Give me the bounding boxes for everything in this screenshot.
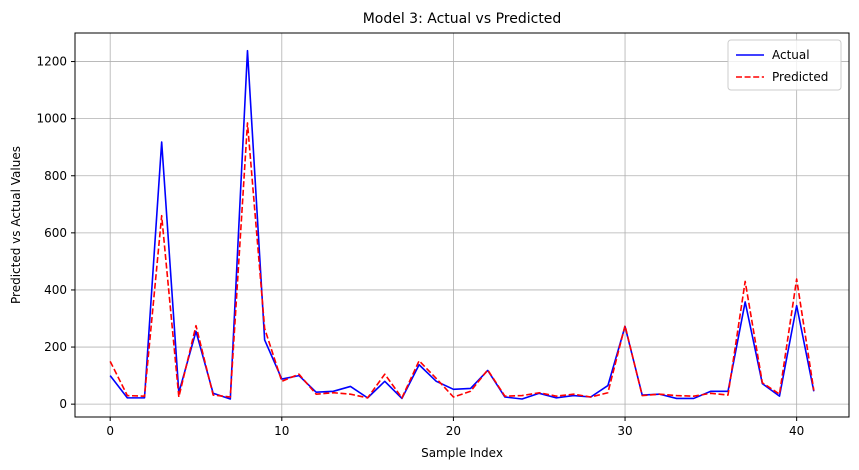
- series-layer: [109, 49, 815, 400]
- y-tick-label: 800: [44, 169, 67, 183]
- series-line-predicted: [109, 122, 815, 399]
- legend-label-predicted: Predicted: [772, 70, 828, 84]
- chart-title: Model 3: Actual vs Predicted: [363, 11, 562, 27]
- y-tick-label: 400: [44, 283, 67, 297]
- x-axis-label: Sample Index: [421, 446, 503, 460]
- y-tick-label: 0: [59, 397, 67, 411]
- grid: [75, 33, 849, 417]
- y-tick-label: 600: [44, 226, 67, 240]
- series-line-actual: [109, 49, 815, 400]
- legend-label-actual: Actual: [772, 48, 810, 62]
- x-tick-label: 20: [446, 424, 461, 438]
- x-tick-label: 10: [274, 424, 289, 438]
- x-tick-label: 40: [789, 424, 804, 438]
- legend: Actual Predicted: [727, 39, 842, 91]
- y-axis-label: Predicted vs Actual Values: [9, 146, 23, 304]
- y-tick-label: 1000: [36, 112, 67, 126]
- y-tick-label: 200: [44, 340, 67, 354]
- y-tick-label: 1200: [36, 55, 67, 69]
- x-tick-label: 30: [617, 424, 632, 438]
- plot-frame: [74, 32, 850, 418]
- x-tick-label: 0: [106, 424, 114, 438]
